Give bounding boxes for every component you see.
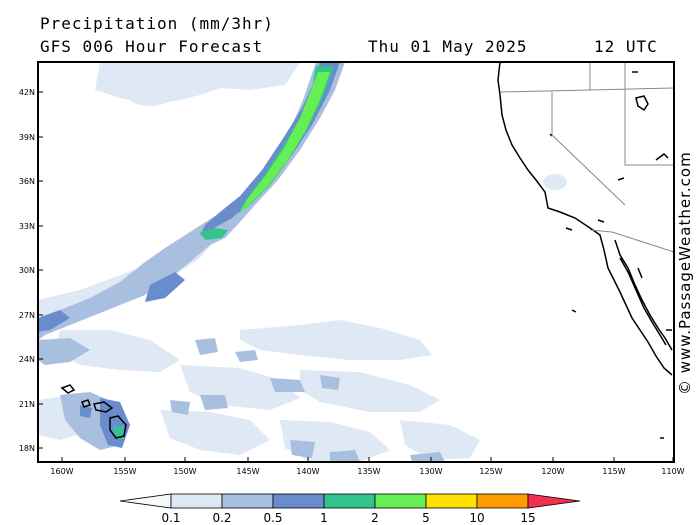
forecast-subtitle: GFS 006 Hour Forecast <box>40 37 264 56</box>
lon-label: 115W <box>602 467 625 476</box>
chart-title: Precipitation (mm/3hr) <box>40 14 274 33</box>
colorbar-segment <box>425 493 478 509</box>
colorbar-segment <box>221 493 274 509</box>
lat-label: 21N <box>19 400 35 409</box>
lat-label: 24N <box>19 355 35 364</box>
credit-watermark: © www.PassageWeather.com <box>676 151 694 395</box>
colorbar-tick-label: 10 <box>469 511 484 525</box>
colorbar-segment <box>374 493 427 509</box>
lat-label: 30N <box>19 266 35 275</box>
colorbar-tick-label: 2 <box>371 511 379 525</box>
lat-label: 33N <box>19 222 35 231</box>
colorbar-segment <box>170 493 223 509</box>
colorbar-tick-label: 15 <box>520 511 535 525</box>
precip-field <box>38 62 567 462</box>
colorbar-tick-label: 0.2 <box>212 511 231 525</box>
lon-label: 145W <box>236 467 259 476</box>
colorbar-tick-label: 5 <box>422 511 430 525</box>
colorbar-segment <box>476 493 529 509</box>
colorbar-right-cap <box>527 493 581 509</box>
lat-label: 18N <box>19 444 35 453</box>
lon-label: 120W <box>541 467 564 476</box>
lon-label: 135W <box>357 467 380 476</box>
colorbar-tick-label: 0.5 <box>263 511 282 525</box>
colorbar-tick-label: 1 <box>320 511 328 525</box>
lon-label: 155W <box>113 467 136 476</box>
map-frame <box>37 61 675 463</box>
lon-label: 140W <box>296 467 319 476</box>
lat-label: 39N <box>19 133 35 142</box>
lon-label: 130W <box>419 467 442 476</box>
colorbar-tick-label: 0.1 <box>161 511 180 525</box>
lat-label: 36N <box>19 177 35 186</box>
forecast-time: 12 UTC <box>594 37 658 56</box>
forecast-date: Thu 01 May 2025 <box>368 37 528 56</box>
coastline <box>60 62 673 439</box>
colorbar-segment <box>323 493 376 509</box>
colorbar-left-cap <box>119 493 172 509</box>
colorbar: 0.1 0.2 0.5 1 2 5 10 15 <box>119 493 581 525</box>
lon-label: 150W <box>173 467 196 476</box>
lon-label: 125W <box>479 467 502 476</box>
lon-label: 110W <box>661 467 684 476</box>
lon-label: 160W <box>50 467 73 476</box>
state-borders <box>499 62 674 253</box>
lat-label: 27N <box>19 311 35 320</box>
colorbar-segment <box>272 493 325 509</box>
lat-label: 42N <box>19 88 35 97</box>
